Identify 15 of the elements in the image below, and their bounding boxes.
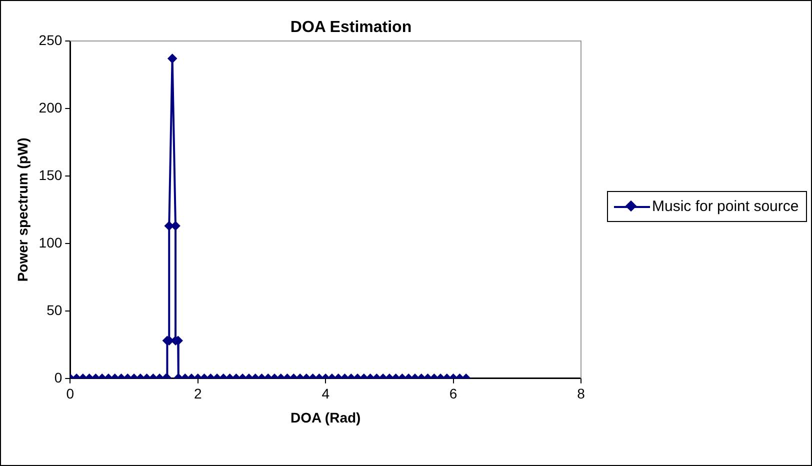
legend-label: Music for point source [652,198,799,215]
y-tick-label: 150 [38,166,62,183]
x-tick-label: 6 [449,386,458,402]
y-axis-title: Power spectrum (pW) [14,138,30,282]
x-tick-label: 0 [66,386,74,402]
y-tick-label: 200 [38,99,62,116]
chart-title: DOA Estimation [290,19,412,36]
y-tick-label: 50 [46,302,62,318]
y-tick-label: 0 [54,369,62,386]
x-axis-title: DOA (Rad) [290,409,361,426]
y-tick-label: 250 [38,32,62,48]
x-tick-label: 8 [577,386,586,402]
y-tick-label: 100 [38,234,62,250]
x-tick-label: 4 [322,386,330,402]
x-tick-label: 2 [194,386,202,402]
